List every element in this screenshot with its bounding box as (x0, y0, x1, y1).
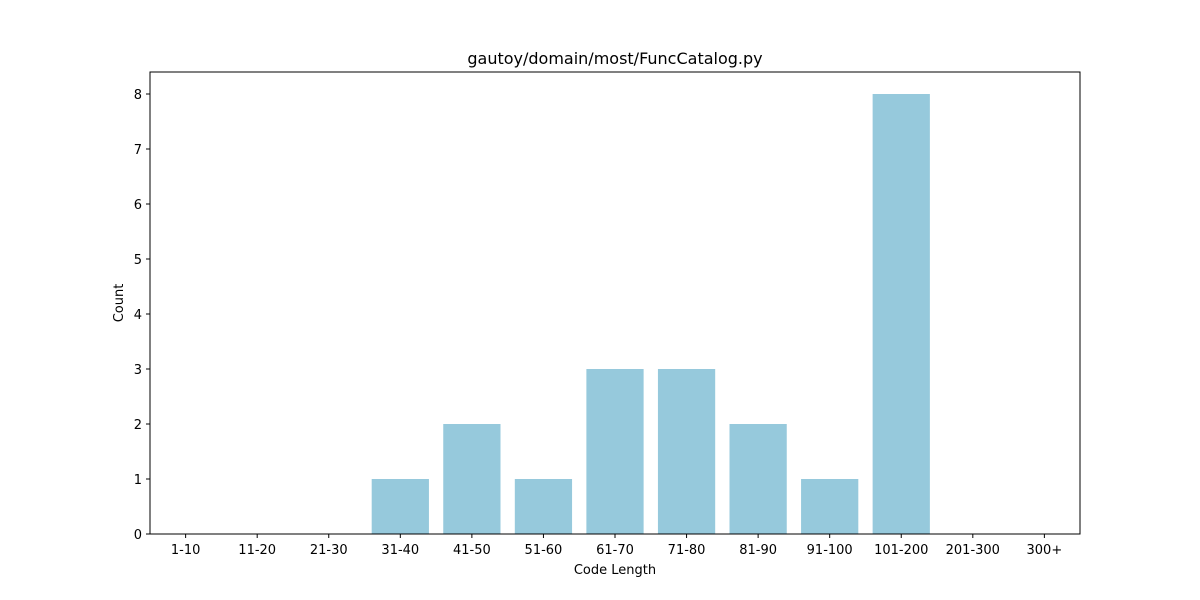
y-tick-label: 4 (134, 308, 142, 323)
chart-title: gautoy/domain/most/FuncCatalog.py (467, 49, 762, 68)
y-tick-label: 8 (134, 88, 142, 103)
x-tick-label: 11-20 (238, 543, 276, 558)
y-tick-label: 1 (134, 473, 142, 488)
x-tick-label: 201-300 (946, 543, 1000, 558)
x-axis-label: Code Length (574, 563, 656, 578)
x-tick-label: 21-30 (310, 543, 348, 558)
y-tick-label: 2 (134, 418, 142, 433)
y-tick-label: 6 (134, 198, 142, 213)
x-tick-label: 61-70 (596, 543, 634, 558)
bar-71-80 (657, 369, 716, 534)
x-tick-label: 91-100 (807, 543, 853, 558)
plot-frame (149, 71, 1081, 535)
bar-51-60 (514, 479, 573, 534)
bar-91-100 (801, 479, 859, 534)
bar-31-40 (371, 479, 429, 534)
bars-group (371, 94, 930, 534)
bar-41-50 (443, 424, 501, 534)
y-tick-label: 7 (134, 143, 142, 158)
y-tick-label: 0 (134, 528, 142, 543)
y-tick-label: 3 (134, 363, 142, 378)
x-tick-label: 81-90 (739, 543, 777, 558)
bar-101-200 (872, 94, 930, 534)
y-axis-label: Count (112, 284, 127, 323)
x-tick-label: 101-200 (874, 543, 928, 558)
x-tick-label: 71-80 (668, 543, 706, 558)
bar-61-70 (586, 369, 644, 534)
x-tick-label: 300+ (1027, 543, 1063, 558)
bar-81-90 (729, 424, 787, 534)
x-tick-label: 1-10 (171, 543, 201, 558)
y-axis-ticks: 0 1 2 3 4 5 6 7 8 (134, 88, 150, 543)
x-axis-ticks: 1-10 11-20 21-30 31-40 41-50 51-60 61-70 71-80 8… (171, 534, 1062, 558)
y-tick-label: 5 (134, 253, 142, 268)
x-tick-label: 41-50 (453, 543, 491, 558)
x-tick-label: 51-60 (525, 543, 563, 558)
x-tick-label: 31-40 (381, 543, 419, 558)
